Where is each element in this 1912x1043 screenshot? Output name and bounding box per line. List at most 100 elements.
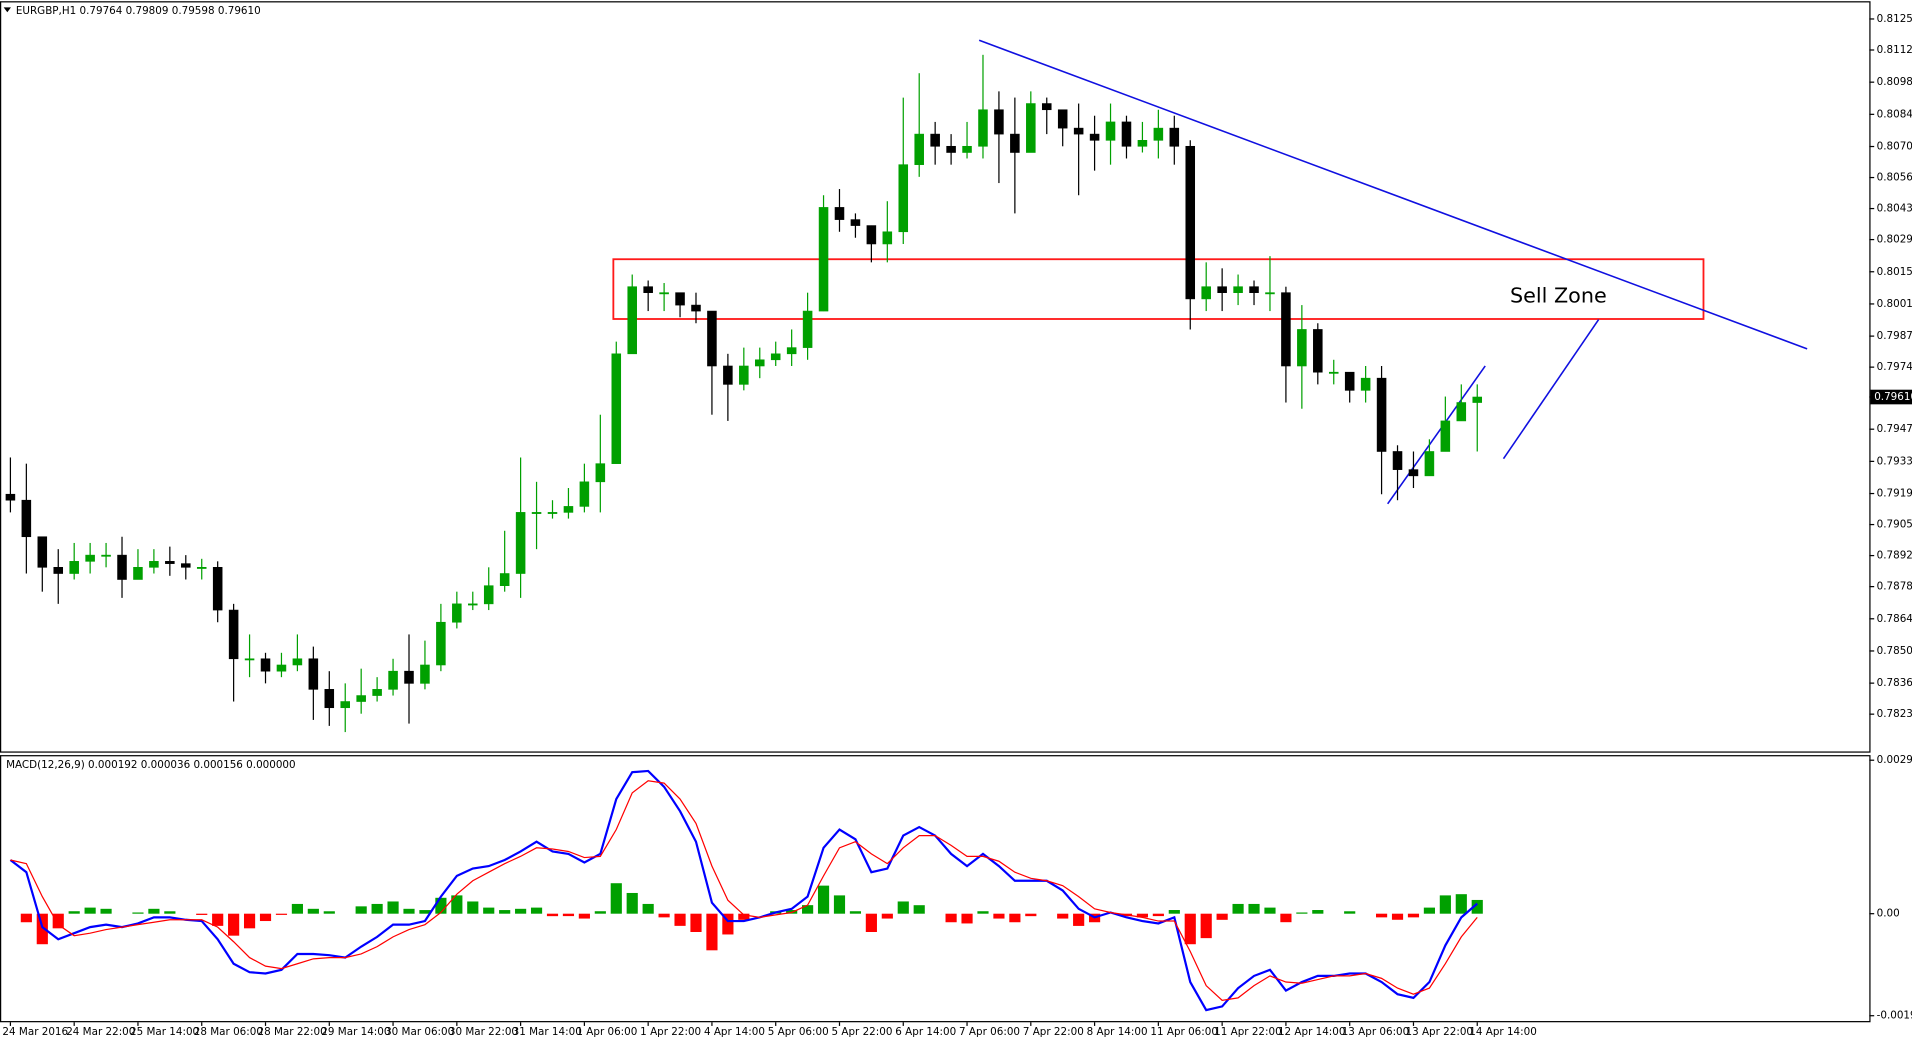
candle-body bbox=[1041, 103, 1052, 111]
histogram-bar bbox=[371, 903, 383, 914]
histogram-bar bbox=[148, 908, 160, 914]
candle-body bbox=[611, 353, 622, 464]
y-tick-label: 0.79740 bbox=[1877, 361, 1912, 373]
candle-body bbox=[53, 567, 64, 574]
candle-body bbox=[499, 573, 510, 587]
candle-body bbox=[1281, 292, 1291, 367]
candle-body bbox=[1456, 402, 1467, 422]
histogram-bar bbox=[451, 895, 463, 914]
histogram-bar bbox=[228, 913, 240, 936]
histogram-bar bbox=[355, 906, 367, 914]
y-tick-label: 0.80700 bbox=[1877, 141, 1912, 153]
histogram-bar bbox=[865, 913, 877, 932]
x-tick-label: 13 Apr 22:00 bbox=[1405, 1026, 1473, 1038]
histogram-bar bbox=[467, 901, 479, 914]
candle-body bbox=[372, 689, 382, 696]
y-tick-label: 0.78920 bbox=[1877, 550, 1912, 562]
histogram-bar bbox=[1057, 913, 1069, 919]
last-price-label: 0.79610 bbox=[1874, 391, 1912, 403]
candle-body bbox=[85, 554, 95, 562]
histogram-bar bbox=[1136, 913, 1149, 918]
y-tick-label: 0.80840 bbox=[1877, 108, 1912, 120]
candle-body bbox=[1026, 103, 1036, 153]
candle-body bbox=[755, 359, 765, 367]
histogram-bar bbox=[1391, 913, 1404, 920]
x-tick-label: 25 Mar 14:00 bbox=[130, 1026, 199, 1038]
candle-body bbox=[739, 365, 749, 385]
x-tick-label: 11 Apr 06:00 bbox=[1150, 1026, 1218, 1038]
histogram-bar bbox=[1152, 913, 1164, 917]
histogram-bar bbox=[483, 907, 495, 914]
x-tick-label: 7 Apr 06:00 bbox=[959, 1026, 1020, 1038]
candle-body bbox=[1376, 377, 1387, 452]
histogram-bar bbox=[1375, 913, 1388, 918]
candle-body bbox=[388, 670, 398, 690]
candle-body bbox=[5, 493, 16, 501]
candle-body bbox=[978, 109, 988, 147]
candle-body bbox=[531, 512, 542, 514]
x-tick-label: 13 Apr 06:00 bbox=[1342, 1026, 1410, 1038]
candle-body bbox=[468, 603, 478, 606]
candle-body bbox=[1249, 286, 1259, 293]
candle-body bbox=[675, 292, 685, 306]
x-tick-label: 11 Apr 22:00 bbox=[1214, 1026, 1282, 1038]
histogram-bar bbox=[419, 910, 431, 914]
y-tick-label: 0.79875 bbox=[1877, 330, 1912, 342]
macd-line bbox=[9, 769, 1478, 1012]
candle-body bbox=[627, 286, 637, 355]
histogram-bar bbox=[993, 913, 1005, 919]
histogram-bar bbox=[642, 903, 654, 914]
channel-line bbox=[1387, 365, 1486, 505]
last-price-box bbox=[1870, 389, 1912, 405]
candle-body bbox=[212, 567, 223, 611]
histogram-bar bbox=[658, 913, 670, 918]
candle-body bbox=[1089, 133, 1100, 141]
histogram-bar bbox=[706, 913, 718, 951]
candle-body bbox=[1408, 469, 1419, 477]
histogram-bar bbox=[164, 911, 176, 914]
candle-body bbox=[1153, 127, 1164, 141]
y-tick-label: 0.80980 bbox=[1877, 76, 1912, 88]
candle-body bbox=[1472, 396, 1483, 403]
x-tick-label: 24 Mar 22:00 bbox=[66, 1026, 135, 1038]
histogram-bar bbox=[961, 913, 973, 924]
histogram-bar bbox=[1200, 913, 1212, 939]
candle-body bbox=[1169, 127, 1180, 147]
histogram-bar bbox=[1232, 903, 1244, 914]
x-tick-label: 4 Apr 14:00 bbox=[704, 1026, 765, 1038]
histogram-bar bbox=[1009, 913, 1021, 923]
histogram-bar bbox=[499, 910, 511, 914]
y-tick-label: 0.78505 bbox=[1877, 645, 1912, 657]
candle-body bbox=[69, 561, 79, 574]
candle-body bbox=[452, 603, 462, 623]
histogram-bar bbox=[530, 907, 543, 914]
x-tick-label: 1 Apr 06:00 bbox=[576, 1026, 637, 1038]
histogram-bar bbox=[52, 913, 64, 929]
histogram-bar bbox=[243, 913, 256, 929]
histogram-bar bbox=[1280, 913, 1292, 923]
annotation: Sell Zone bbox=[1510, 283, 1607, 307]
y-tick-label: 0.81255 bbox=[1877, 13, 1912, 25]
candle-body bbox=[1121, 121, 1132, 147]
histogram-bar bbox=[1216, 913, 1228, 920]
candle-body bbox=[659, 292, 669, 295]
candle-body bbox=[786, 347, 797, 355]
y-tick-label: 0.79330 bbox=[1877, 455, 1912, 467]
candle-body bbox=[436, 621, 446, 666]
candle-body bbox=[133, 567, 143, 580]
y-tick-label: 0.79190 bbox=[1877, 488, 1912, 500]
chart-title: EURGBP,H1 0.79764 0.79809 0.79598 0.7961… bbox=[16, 5, 261, 17]
y-tick-label: 0.80565 bbox=[1877, 172, 1912, 184]
histogram-bar bbox=[1264, 907, 1276, 914]
x-tick-label: 7 Apr 22:00 bbox=[1023, 1026, 1084, 1038]
candle-body bbox=[595, 463, 606, 483]
y-tick-label: 0.80295 bbox=[1877, 234, 1912, 246]
candle-body bbox=[770, 353, 781, 361]
histogram-bar bbox=[1455, 894, 1467, 914]
y-tick-label: 0.78365 bbox=[1877, 677, 1912, 689]
candle-body bbox=[101, 554, 111, 557]
candle-body bbox=[228, 609, 239, 660]
histogram-bar bbox=[626, 892, 638, 914]
y-tick-label: 0.00 bbox=[1877, 908, 1900, 920]
